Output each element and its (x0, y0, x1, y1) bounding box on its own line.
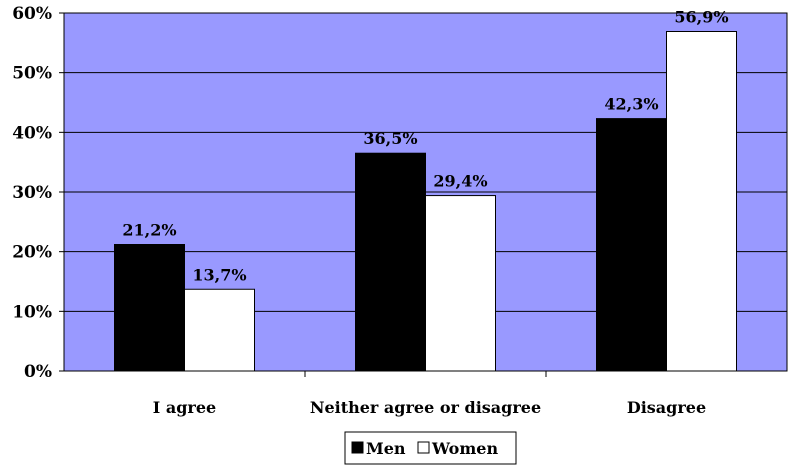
x-tick-label: I agree (153, 398, 216, 417)
data-label: 13,7% (192, 265, 246, 284)
bar-women (666, 30, 737, 372)
bar-women (425, 195, 496, 372)
legend-box (344, 431, 517, 465)
legend-label-women: Women (431, 439, 498, 458)
y-tick-label: 60% (12, 4, 52, 24)
data-labels: 21,2% 36,5% 42,3% 13,7% 29,4% 56,9% (122, 7, 728, 284)
bar-men (355, 152, 426, 372)
y-tick-label: 50% (12, 64, 52, 84)
y-tick-label: 30% (12, 183, 52, 203)
y-tick-label: 0% (24, 362, 52, 382)
bar-men (114, 244, 185, 372)
data-label: 21,2% (122, 221, 176, 240)
y-axis: 0% 10% 20% 30% 40% 50% 60% (12, 4, 64, 382)
data-label: 56,9% (674, 7, 728, 26)
bars (114, 30, 737, 372)
data-label: 36,5% (363, 129, 417, 148)
data-label: 29,4% (433, 172, 487, 191)
x-tick-label: Neither agree or disagree (310, 398, 541, 417)
bar-women (184, 288, 255, 372)
data-label: 42,3% (604, 95, 658, 114)
bar-men (596, 118, 667, 372)
y-tick-label: 20% (12, 243, 52, 263)
legend-swatch-women (417, 441, 430, 454)
x-axis: I agree Neither agree or disagree Disagree (153, 371, 706, 417)
x-tick-label: Disagree (627, 398, 706, 417)
y-tick-label: 10% (12, 302, 52, 322)
legend-label-men: Men (366, 439, 406, 458)
legend: Men Women (344, 431, 517, 465)
y-tick-label: 40% (12, 123, 52, 143)
legend-swatch-men (351, 441, 364, 454)
